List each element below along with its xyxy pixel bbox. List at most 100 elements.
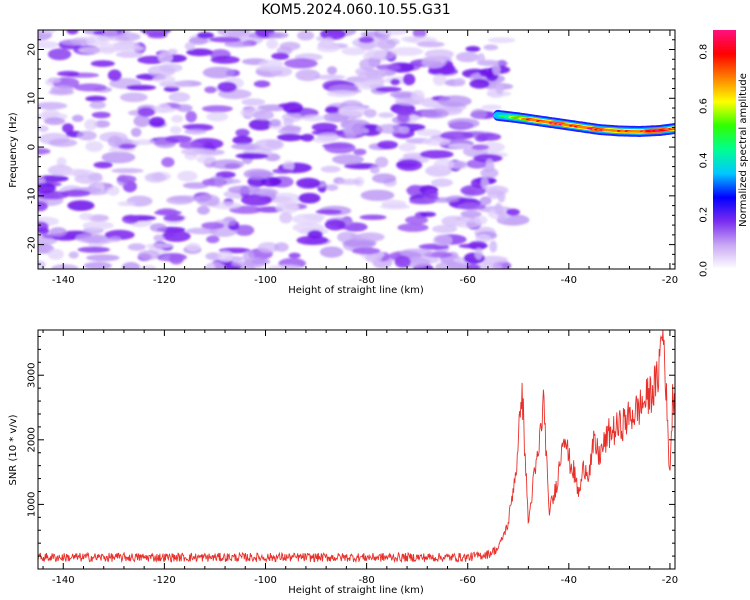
spectrogram-cell: [506, 208, 520, 216]
spectrogram-cell: [454, 218, 483, 229]
spectrogram-cell: [84, 118, 98, 131]
spectrogram-cell: [185, 242, 201, 252]
spectrogram-panel: -140 -120 -100 -80 -60 -40 -20 20 10 0 -10 -20 Hei…: [8, 29, 678, 296]
spectrogram-cell: [204, 86, 217, 94]
spectrogram-cell: [394, 256, 411, 268]
spectrogram-cell: [235, 152, 269, 160]
spectrogram-cell: [62, 123, 74, 134]
spectrogram-cell: [186, 227, 218, 235]
spectrogram-cell: [416, 129, 442, 137]
spectrogram-cell: [435, 261, 465, 269]
spectrogram-cell: [311, 122, 338, 132]
spectrogram-cell: [57, 70, 80, 77]
spectrogram-cell: [419, 150, 454, 159]
spectrogram-cell: [38, 148, 51, 155]
spectrogram-cell: [420, 211, 436, 217]
spectrogram-cell: [234, 224, 255, 236]
spectrogram-cell: [489, 240, 498, 253]
spectrogram-cell: [75, 233, 105, 243]
spectrogram-cell: [93, 161, 113, 169]
spectrogram-cell: [298, 192, 321, 204]
spectrogram-cell: [365, 49, 388, 60]
spectrogram-cell: [56, 157, 67, 167]
spectrogram-cell: [253, 110, 274, 121]
spectrogram-cell: [240, 263, 255, 269]
spectrogram-cell: [188, 36, 209, 45]
spectrogram-cell: [432, 224, 458, 234]
spectrogram-cell: [85, 141, 104, 152]
spectrogram-cell: [314, 74, 346, 80]
spectrogram-cell: [284, 58, 318, 69]
spectrogram-cell: [107, 185, 120, 196]
spectrogram-cell: [296, 177, 321, 189]
x-tick-label: -80: [358, 575, 374, 586]
spectrogram-cell: [115, 51, 143, 58]
spectrogram-cell: [377, 30, 410, 36]
spectrogram-cell: [153, 172, 164, 181]
spectrogram-cell: [117, 143, 137, 150]
spectrogram-cell: [126, 84, 157, 91]
spectrogram-cell: [422, 137, 451, 146]
spectrogram-cell: [474, 247, 483, 260]
spectrogram-cell: [315, 209, 342, 215]
spectrogram-cell: [395, 107, 416, 116]
spectrogram-cell: [389, 91, 417, 98]
spectrogram-cell: [109, 236, 121, 242]
spectrogram-cell: [397, 223, 429, 232]
spectrogram-cell: [351, 247, 381, 255]
spectrogram-cell: [68, 251, 79, 259]
spectrogram-cell: [179, 141, 202, 149]
y-tick-label: 3000: [27, 362, 38, 387]
spectrogram-cell: [495, 82, 504, 95]
spectrogram-cell: [206, 235, 220, 244]
spectrogram-cell: [156, 103, 171, 113]
spectrogram-cell: [341, 47, 366, 56]
spectrogram-cell: [269, 119, 282, 127]
spectrogram-cell: [412, 30, 427, 39]
spectrogram-cell: [485, 158, 494, 171]
spectrogram-cell: [82, 221, 114, 230]
spectrogram-cell: [497, 210, 506, 222]
spectrogram-cell: [405, 215, 429, 225]
spectrogram-cell: [47, 48, 72, 61]
spectrogram-cell: [476, 132, 502, 141]
spectrogram-cell: [49, 227, 67, 237]
spectrogram-cells: [38, 30, 530, 269]
x-tick-label: -40: [561, 275, 577, 286]
spectrogram-cell: [292, 222, 325, 233]
y-tick-label: -10: [27, 188, 38, 204]
spectrogram-cell: [357, 70, 384, 81]
spectrogram-cell: [162, 230, 191, 242]
spectrogram-cell: [228, 185, 261, 194]
spectrogram-cell: [48, 138, 78, 147]
spectrogram-cell: [432, 234, 453, 246]
spectrogram-cell: [279, 212, 293, 224]
spectrogram-cell: [168, 92, 191, 103]
spectrogram-cell: [358, 36, 375, 44]
spectrogram-cell: [416, 41, 445, 48]
spectrogram-cell: [316, 43, 341, 53]
spectrogram-cell: [159, 81, 192, 88]
spectrogram-cell: [359, 214, 387, 220]
spectrogram-cell: [324, 219, 346, 231]
spectrogram-cell: [281, 112, 303, 122]
colorbar-tick-label: 0.2: [699, 207, 710, 223]
spectrogram-cell: [398, 143, 417, 152]
spectrogram-cell: [378, 112, 394, 118]
spectrogram-cell: [351, 123, 366, 135]
spectrogram-cell: [437, 95, 472, 107]
spectrogram-cell: [212, 201, 242, 210]
x-tick-label: -60: [460, 275, 476, 286]
spectrogram-cell: [479, 196, 492, 206]
spectrogram-cell: [390, 47, 424, 56]
spectrogram-cell: [196, 32, 215, 39]
snr-panel: -140 -120 -100 -80 -60 -40 -20 3000 2000 1000 He…: [8, 329, 678, 596]
spectrogram-cell: [171, 114, 184, 123]
spectrogram-cell: [271, 52, 290, 60]
spectrogram-cell: [101, 151, 136, 164]
spectrogram-cell: [38, 176, 46, 185]
x-tick-label: -20: [662, 275, 678, 286]
spectrogram-cell: [369, 165, 380, 174]
spectrogram-cell: [201, 222, 225, 230]
spectrogram-cell: [41, 109, 60, 119]
